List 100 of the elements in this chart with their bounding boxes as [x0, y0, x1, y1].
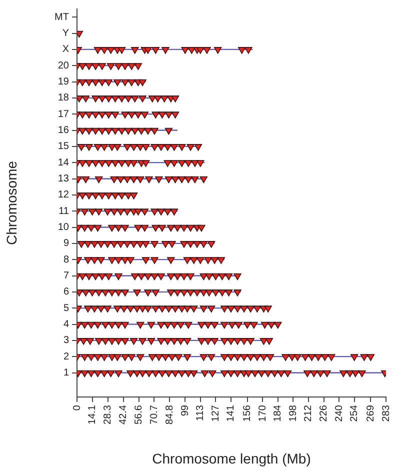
- point: [133, 306, 141, 312]
- point: [200, 370, 209, 378]
- point: [208, 370, 216, 378]
- point: [203, 47, 211, 54]
- point: [198, 338, 206, 345]
- point: [227, 370, 235, 378]
- point: [181, 47, 189, 54]
- y-tick-label: 12: [58, 190, 70, 201]
- point: [174, 224, 182, 232]
- point: [114, 322, 122, 329]
- point: [87, 370, 96, 378]
- point: [100, 47, 108, 54]
- point: [164, 370, 173, 378]
- point: [240, 338, 248, 345]
- point: [108, 257, 116, 264]
- y-tick-label: Y: [62, 28, 70, 39]
- point: [170, 208, 178, 216]
- point: [277, 370, 286, 378]
- y-tick-label: 20: [58, 60, 70, 72]
- point: [85, 144, 93, 151]
- point: [251, 370, 259, 378]
- point: [234, 338, 242, 345]
- point: [186, 224, 194, 232]
- point: [82, 96, 90, 102]
- point: [246, 354, 254, 361]
- point: [92, 63, 100, 70]
- point: [140, 224, 149, 232]
- point: [138, 338, 146, 345]
- point: [308, 354, 316, 361]
- point: [121, 322, 129, 329]
- point: [78, 79, 86, 86]
- point: [98, 128, 106, 135]
- point: [97, 241, 105, 248]
- point: [174, 290, 182, 296]
- point: [128, 63, 136, 70]
- point: [145, 176, 153, 184]
- point: [186, 273, 194, 280]
- point: [87, 322, 96, 329]
- point: [138, 96, 146, 102]
- point: [217, 257, 225, 264]
- point: [170, 160, 178, 167]
- point: [155, 354, 163, 361]
- point: [234, 306, 242, 312]
- point: [94, 354, 102, 361]
- x-tick-label: 283: [380, 404, 392, 422]
- point: [138, 128, 146, 135]
- point: [118, 128, 126, 135]
- point: [174, 273, 182, 280]
- point: [97, 306, 105, 312]
- point: [106, 370, 115, 378]
- point: [183, 338, 192, 345]
- point: [238, 47, 246, 54]
- point: [282, 354, 290, 361]
- point: [82, 176, 90, 184]
- point: [191, 160, 199, 167]
- point: [214, 47, 222, 54]
- point: [227, 338, 235, 345]
- point: [270, 370, 278, 378]
- y-tick-label: 15: [58, 141, 70, 152]
- x-tick-label: 113: [195, 404, 206, 421]
- point: [193, 290, 201, 296]
- point: [218, 273, 226, 280]
- point: [164, 144, 172, 151]
- point: [150, 144, 158, 151]
- point: [118, 47, 126, 54]
- point: [183, 257, 192, 264]
- y-tick-label: 8: [63, 254, 70, 266]
- point: [162, 354, 170, 361]
- point: [84, 257, 92, 264]
- point: [234, 273, 242, 280]
- point: [294, 354, 302, 361]
- point: [157, 208, 165, 216]
- y-tick-label: 2: [63, 351, 70, 362]
- point: [304, 370, 312, 378]
- point: [98, 192, 106, 200]
- point: [114, 63, 122, 70]
- point: [114, 370, 122, 378]
- point: [121, 290, 129, 296]
- x-tick-label: 99: [180, 404, 191, 416]
- point: [104, 112, 113, 118]
- point: [102, 338, 110, 345]
- point: [94, 224, 102, 232]
- point: [150, 128, 158, 135]
- x-tick-label: 14.1: [87, 404, 98, 424]
- point: [227, 354, 235, 361]
- point: [134, 224, 142, 232]
- point: [200, 273, 208, 280]
- point: [142, 241, 150, 248]
- point: [114, 257, 122, 264]
- point: [186, 144, 194, 151]
- point: [157, 338, 165, 345]
- point: [274, 322, 282, 329]
- point: [108, 338, 116, 345]
- point: [183, 354, 192, 361]
- point: [258, 370, 266, 378]
- point: [131, 96, 139, 102]
- point: [80, 224, 89, 232]
- point: [200, 176, 208, 184]
- point: [220, 354, 228, 361]
- point: [78, 144, 86, 151]
